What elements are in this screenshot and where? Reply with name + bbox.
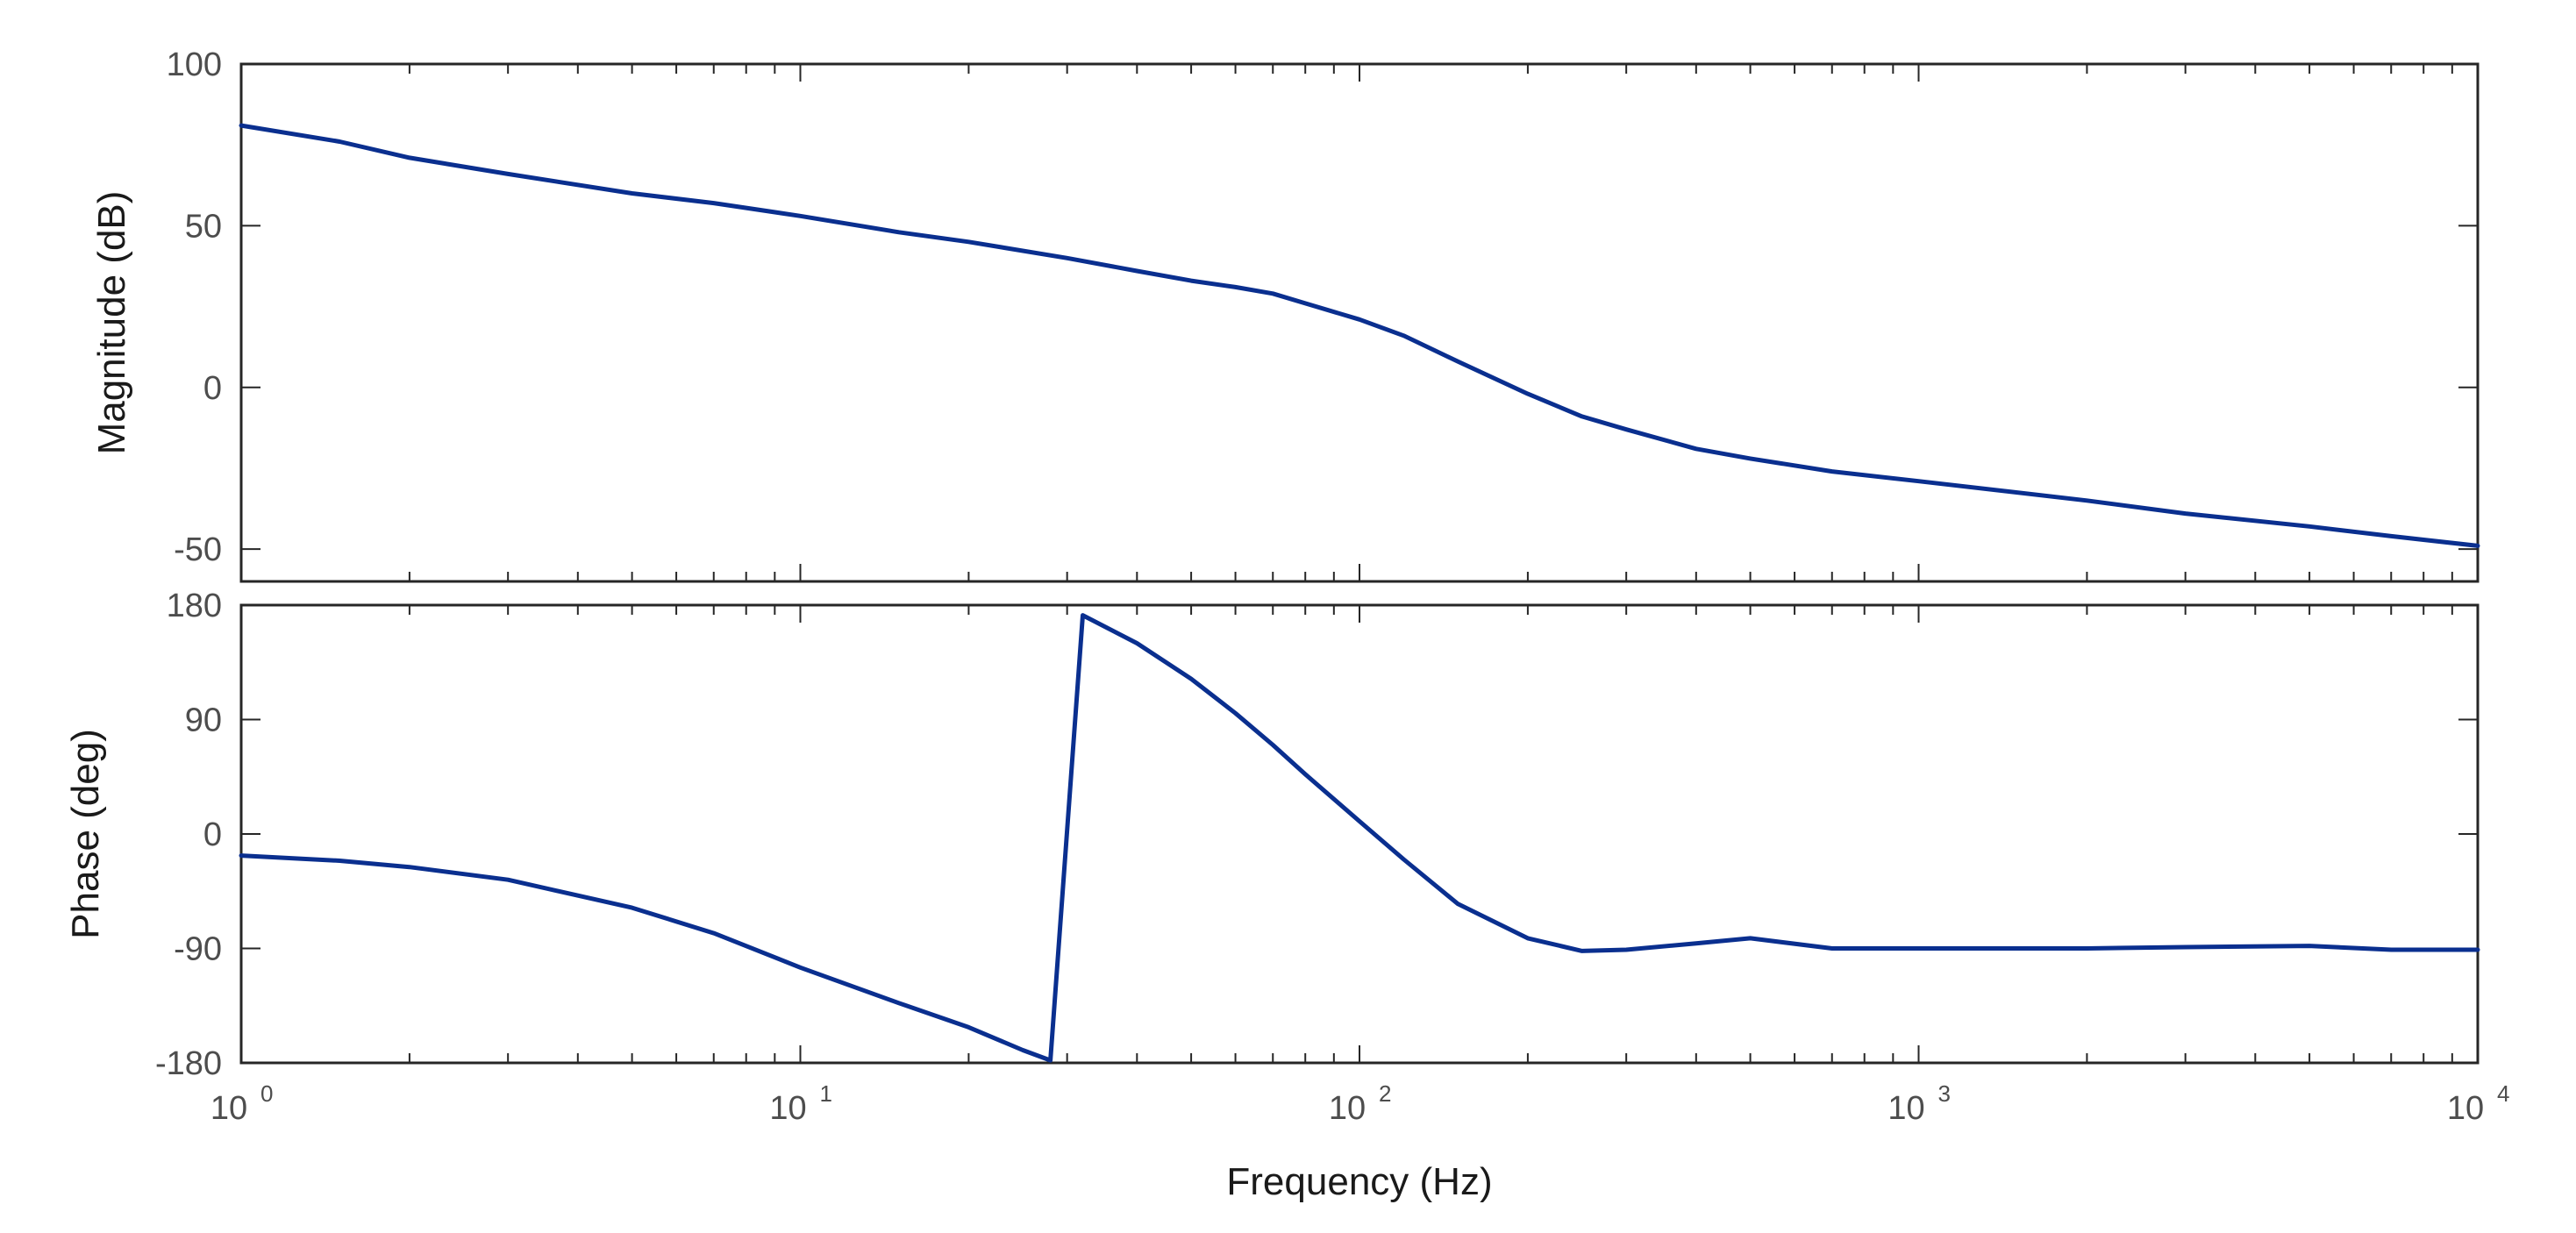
frequency-tick-exponent: 1 [820, 1080, 832, 1107]
phase-ytick-label: 90 [185, 702, 222, 739]
phase-ytick-label: -180 [155, 1045, 222, 1082]
frequency-tick-label: 10 [2447, 1090, 2484, 1127]
frequency-tick-label: 10 [211, 1090, 247, 1127]
phase-ylabel: Phase (deg) [64, 729, 107, 939]
frequency-tick-labels: 10 0 10 1 10 2 10 3 10 4 [211, 1080, 2510, 1127]
frequency-tick-exponent: 0 [260, 1080, 273, 1107]
frequency-tick-label: 10 [1329, 1090, 1366, 1127]
magnitude-panel: -50 0 50 100 Magnitude (dB) [90, 46, 2480, 583]
frequency-tick-label: 10 [769, 1090, 806, 1127]
magnitude-axes-frame [239, 62, 2480, 583]
magnitude-ytick-label: 0 [203, 370, 222, 407]
magnitude-ticks [241, 63, 2478, 581]
phase-ytick-label: 0 [203, 816, 222, 853]
phase-curve [239, 613, 2480, 1063]
frequency-tick-exponent: 2 [1379, 1080, 1391, 1107]
frequency-tick-exponent: 4 [2497, 1080, 2509, 1107]
magnitude-ytick-label: 50 [185, 208, 222, 245]
magnitude-ylabel: Magnitude (dB) [90, 191, 133, 455]
frequency-tick-exponent: 3 [1938, 1080, 1951, 1107]
frequency-tick-label: 10 [1887, 1090, 1924, 1127]
phase-panel: -180 -90 0 90 180 10 0 10 1 10 2 10 3 10 4 Phase (deg… [64, 588, 2509, 1203]
phase-ytick-label: 180 [167, 588, 222, 624]
magnitude-ytick-label: -50 [174, 531, 222, 568]
magnitude-curve [239, 123, 2480, 548]
phase-tick-labels: -180 -90 0 90 180 [155, 588, 222, 1082]
frequency-xlabel: Frequency (Hz) [1226, 1160, 1492, 1203]
phase-ytick-label: -90 [174, 931, 222, 968]
phase-ticks [241, 604, 2478, 1064]
magnitude-ytick-label: 100 [167, 46, 222, 83]
phase-axes-frame [239, 603, 2480, 1065]
magnitude-tick-labels: -50 0 50 100 [167, 46, 222, 568]
